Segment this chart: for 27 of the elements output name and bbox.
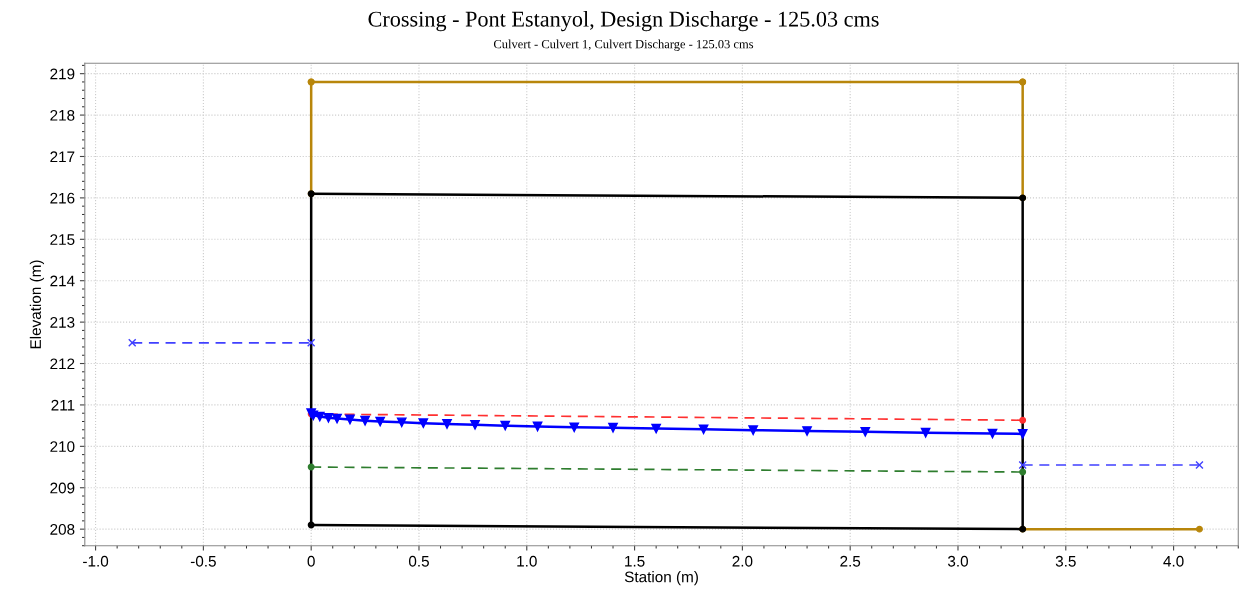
y-tick-label: 215 <box>50 234 75 245</box>
y-tick-label: 214 <box>50 275 75 287</box>
chart-subtitle: Culvert - Culvert 1, Culvert Discharge - 125.03 cms <box>493 39 754 51</box>
x-tick-label: 4.0 <box>1163 555 1184 567</box>
y-tick-label: 213 <box>50 316 75 328</box>
y-tick-label: 217 <box>50 151 75 163</box>
y-tick-label: 208 <box>50 524 75 535</box>
x-tick-label: 3.5 <box>1055 555 1076 567</box>
x-tick-label: 0.5 <box>408 555 429 567</box>
x-tick-label: 2.5 <box>840 555 861 567</box>
x-tick-label: 0 <box>307 555 315 567</box>
x-tick-label: 1.0 <box>517 555 537 567</box>
x-tick-label: 2.0 <box>732 555 753 567</box>
y-tick-label: 216 <box>50 192 75 204</box>
y-tick-label: 210 <box>50 441 75 453</box>
x-tick-label: 3.0 <box>947 555 969 567</box>
y-tick-label: 212 <box>50 358 75 370</box>
y-tick-label: 209 <box>50 482 75 494</box>
y-axis-title: Elevation (m) <box>29 260 45 349</box>
x-axis-title: Station (m) <box>624 571 698 586</box>
y-tick-label: 218 <box>50 109 75 121</box>
y-tick-label: 219 <box>50 68 75 80</box>
y-tick-label: 211 <box>51 399 75 411</box>
x-tick-label: -1.0 <box>83 555 109 567</box>
x-tick-label: 1.5 <box>625 556 645 567</box>
chart-title: Crossing - Pont Estanyol, Design Discharge - 125.03 cms <box>368 11 879 32</box>
x-tick-label: -0.5 <box>190 555 216 567</box>
